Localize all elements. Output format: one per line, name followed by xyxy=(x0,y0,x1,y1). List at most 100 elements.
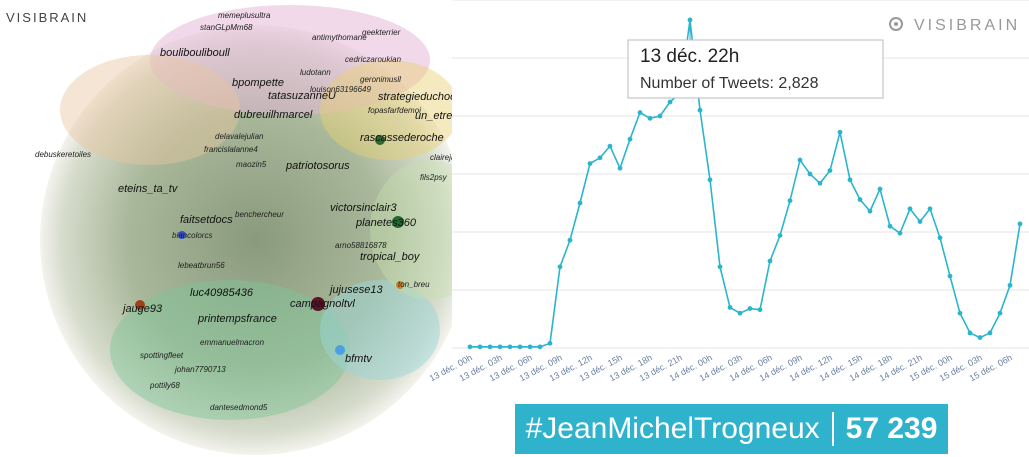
data-point xyxy=(707,177,713,183)
node-label: francislalanne4 xyxy=(204,145,258,154)
node-label: antimythomane xyxy=(312,33,367,42)
node-label: spottingfleet xyxy=(140,351,184,360)
data-point xyxy=(797,157,803,163)
node xyxy=(178,231,186,239)
node-label: patriotosorus xyxy=(285,160,350,172)
data-point xyxy=(987,330,993,336)
data-point xyxy=(597,155,603,161)
node xyxy=(335,345,345,355)
data-point xyxy=(737,310,743,316)
data-point xyxy=(897,230,903,236)
data-point xyxy=(557,264,563,270)
series-line xyxy=(470,19,1021,348)
data-point xyxy=(577,200,583,206)
tooltip-box xyxy=(627,39,884,99)
banner: #JeanMichelTrogneux 57 239 xyxy=(515,404,948,454)
node xyxy=(392,216,404,228)
data-point xyxy=(967,330,973,336)
node-label: clairejardin1 xyxy=(430,153,473,162)
data-point xyxy=(547,340,553,346)
hashtag: #JeanMichelTrogneux xyxy=(525,412,820,445)
node-label: biancolorcs xyxy=(172,231,212,240)
node-label: campagnoltvl xyxy=(290,298,355,310)
node-label: maozin5 xyxy=(236,160,267,169)
data-point xyxy=(507,344,513,350)
node-label: tatasuzanneU xyxy=(268,90,336,102)
node xyxy=(135,300,145,310)
cluster xyxy=(150,5,430,115)
logo-text: VISIBRAIN xyxy=(914,17,1020,34)
node-label: louison63196649 xyxy=(310,85,371,94)
data-point xyxy=(647,115,653,121)
data-point xyxy=(1007,282,1013,288)
cluster xyxy=(110,280,350,420)
data-point xyxy=(877,186,883,192)
node-label: printempsfrance xyxy=(197,313,277,325)
data-point xyxy=(867,208,873,214)
node-label: planetes360 xyxy=(355,217,417,229)
node-label: benchercheur xyxy=(235,210,284,219)
data-point xyxy=(537,344,543,350)
node-label: arno58816878 xyxy=(335,241,387,250)
data-point xyxy=(857,197,863,202)
data-point xyxy=(917,219,923,224)
data-point xyxy=(927,206,933,212)
data-point xyxy=(997,310,1003,316)
node-label: tropical_boy xyxy=(360,251,421,263)
data-point xyxy=(757,307,763,313)
node-label: pottily68 xyxy=(149,381,180,390)
data-point xyxy=(847,177,853,183)
data-point xyxy=(887,223,893,229)
data-point xyxy=(827,168,833,173)
node-label: luc40985436 xyxy=(190,287,254,299)
node-label: lebeatbrun56 xyxy=(178,261,225,270)
data-point xyxy=(477,344,483,350)
node-label: strategieduchoc xyxy=(378,91,456,103)
data-point xyxy=(517,344,523,350)
node-label: rascassederoche xyxy=(360,132,444,144)
data-point xyxy=(977,335,983,340)
tweet-count: 57 239 xyxy=(845,412,938,445)
node-label: fils2psy xyxy=(420,173,448,182)
node-label: bpompette xyxy=(232,77,284,89)
data-point xyxy=(637,110,643,115)
data-point xyxy=(957,310,963,316)
node-label: dantesedmond5 xyxy=(210,403,268,412)
node xyxy=(311,297,325,311)
node-label: stanGLpMm68 xyxy=(200,23,253,32)
node-label: fopasfarfdemoi xyxy=(368,106,421,115)
cluster xyxy=(320,280,440,380)
data-point xyxy=(527,344,533,350)
node-label: eteins_ta_tv xyxy=(118,183,179,195)
data-point xyxy=(607,143,613,149)
data-point xyxy=(767,258,773,264)
data-point xyxy=(587,161,593,166)
data-point xyxy=(567,237,573,243)
data-point xyxy=(667,99,673,105)
data-point xyxy=(747,306,753,311)
node-label: jauge93 xyxy=(121,303,163,315)
node-label: boulibouliboull xyxy=(160,47,230,59)
node-label: victorsinclair3 xyxy=(330,202,398,214)
data-point xyxy=(777,233,783,238)
data-point xyxy=(907,206,913,212)
network-graph: VISIBRAIN memeplusultra stanGLpMm68 geek… xyxy=(6,5,490,455)
logo-icon xyxy=(894,22,898,26)
node-label: debuskeretoiles xyxy=(35,150,91,159)
node xyxy=(375,135,385,145)
node-label: cedriczaroukian xyxy=(345,55,402,64)
logo: VISIBRAIN xyxy=(6,10,88,25)
data-point xyxy=(937,235,943,241)
data-point xyxy=(627,136,633,142)
tooltip-title: 13 déc. 22h xyxy=(640,46,739,67)
node-label: delavalejulian xyxy=(215,132,264,141)
cluster xyxy=(320,60,460,160)
node-label: memeplusultra xyxy=(218,11,271,20)
data-point xyxy=(727,305,733,310)
data-point xyxy=(617,165,623,171)
node-label: geronimusll xyxy=(360,75,401,84)
data-point xyxy=(717,264,723,270)
tooltip-text: Number of Tweets: 2,828 xyxy=(640,75,819,92)
